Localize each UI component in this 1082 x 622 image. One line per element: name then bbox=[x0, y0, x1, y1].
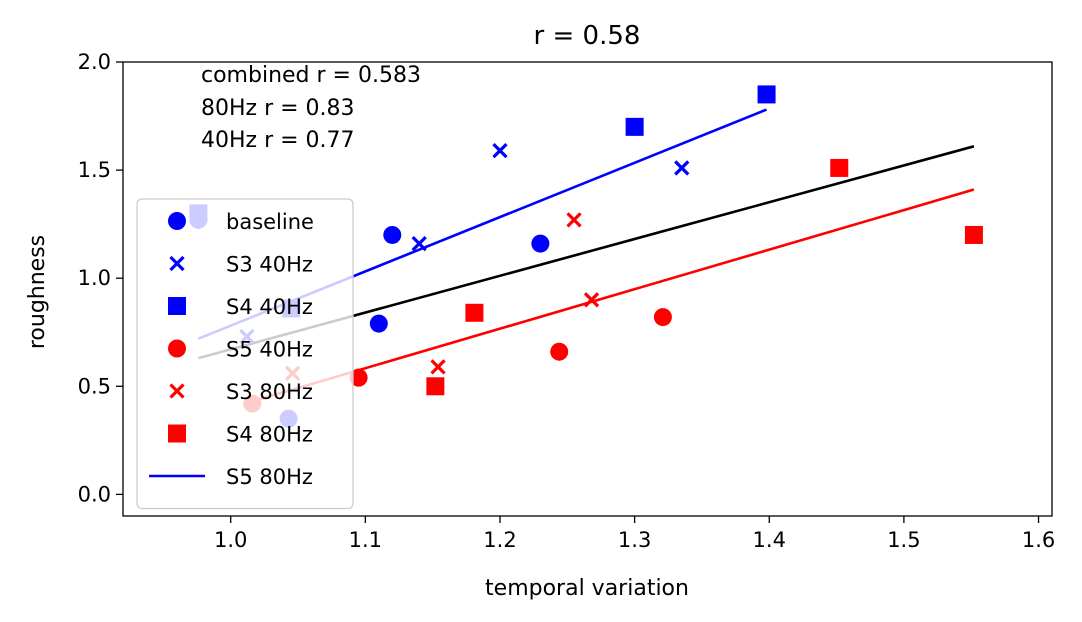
point-s5-0 bbox=[830, 158, 849, 177]
x-tick-label-4: 1.4 bbox=[753, 528, 786, 552]
legend: baseline S3 40Hz S4 40Hz S5 40Hz S3 80Hz S4 8… bbox=[136, 198, 354, 510]
chart-title: r = 0.58 bbox=[534, 21, 641, 51]
fit-line-2 bbox=[251, 188, 975, 403]
annotation-80hz-r: 80Hz r = 0.83 bbox=[201, 96, 355, 121]
legend-swatch-4-stroke-b bbox=[169, 383, 185, 399]
y-tick-label-0: 0.0 bbox=[78, 482, 111, 506]
x-tick-label-2: 1.2 bbox=[483, 528, 516, 552]
point-s3-0 bbox=[653, 308, 672, 327]
y-tick-label-2: 1.0 bbox=[78, 266, 111, 290]
point-s1-2 bbox=[411, 235, 427, 252]
legend-box bbox=[136, 198, 354, 510]
point-s2-1 bbox=[625, 117, 644, 136]
point-s2-0 bbox=[757, 85, 776, 104]
legend-label-0: baseline bbox=[226, 210, 314, 234]
annotation-combined-r: combined r = 0.583 bbox=[201, 63, 421, 88]
legend-swatch-5 bbox=[168, 424, 186, 443]
point-s1-1-stroke-b bbox=[674, 160, 690, 176]
legend-label-1: S3 40Hz bbox=[226, 253, 313, 277]
point-s0-3 bbox=[369, 314, 388, 333]
point-s1-1 bbox=[674, 160, 690, 176]
annotation-40hz-r: 40Hz r = 0.77 bbox=[201, 128, 355, 153]
point-s1-0-stroke-b bbox=[492, 143, 508, 159]
point-s4-0-stroke-b bbox=[566, 212, 582, 228]
point-s0-1 bbox=[383, 225, 402, 244]
axes-frame bbox=[122, 61, 1053, 517]
x-tick-label-1: 1.1 bbox=[349, 528, 382, 552]
point-s5-2 bbox=[465, 303, 484, 322]
point-s0-2 bbox=[531, 234, 550, 253]
x-tick-label-0: 1.0 bbox=[214, 528, 247, 552]
x-tick-label-5: 1.5 bbox=[887, 528, 920, 552]
point-s5-1 bbox=[964, 225, 983, 244]
y-tick-label-3: 1.5 bbox=[78, 158, 111, 182]
legend-swatch-1-stroke-b bbox=[169, 255, 185, 272]
y-axis-label: roughness bbox=[25, 235, 50, 349]
legend-label-4: S3 80Hz bbox=[226, 380, 313, 404]
legend-swatch-3 bbox=[168, 339, 186, 358]
legend-swatch-4 bbox=[169, 383, 185, 399]
legend-label-6: S5 80Hz bbox=[226, 465, 313, 489]
annotation-block: combined r = 0.583 80Hz r = 0.83 40Hz r … bbox=[201, 63, 421, 153]
legend-swatch-2 bbox=[168, 297, 186, 315]
point-s4-1-stroke-b bbox=[583, 292, 600, 308]
point-s4-2-stroke-b bbox=[430, 359, 446, 375]
legend-label-3: S5 40Hz bbox=[226, 338, 313, 362]
x-axis-label: temporal variation bbox=[485, 576, 689, 601]
point-s3-2 bbox=[349, 368, 368, 387]
y-tick-label-1: 0.5 bbox=[78, 374, 111, 398]
point-s5-3 bbox=[426, 377, 445, 396]
point-s4-1 bbox=[583, 292, 600, 308]
legend-label-5: S4 80Hz bbox=[226, 423, 313, 447]
point-s1-0 bbox=[492, 143, 508, 159]
x-tick-label-3: 1.3 bbox=[618, 528, 651, 552]
legend-swatch-0 bbox=[168, 212, 186, 230]
legend-swatch-1 bbox=[169, 255, 185, 272]
point-s1-2-stroke-b bbox=[411, 235, 427, 252]
legend-label-2: S4 40Hz bbox=[226, 295, 313, 319]
y-tick-label-4: 2.0 bbox=[78, 50, 111, 74]
point-s4-0 bbox=[566, 212, 582, 228]
point-s4-2 bbox=[430, 359, 446, 375]
x-tick-label-6: 1.6 bbox=[1022, 528, 1055, 552]
point-s3-1 bbox=[550, 342, 569, 361]
